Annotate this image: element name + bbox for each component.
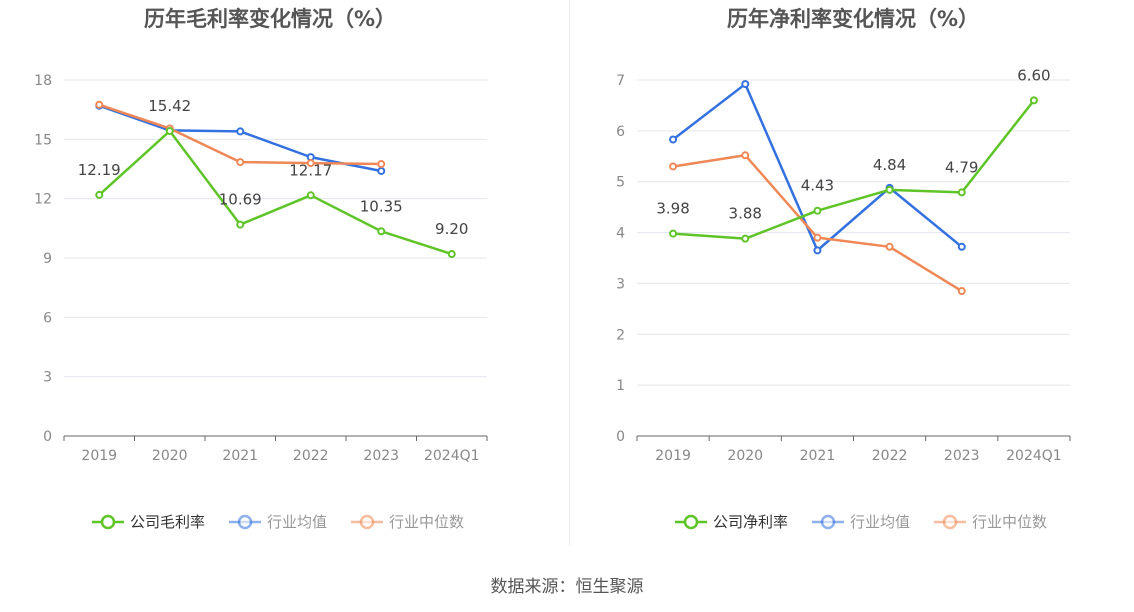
y-tick-label: 1 <box>616 378 625 394</box>
data-point-industry_median[interactable] <box>669 162 678 171</box>
data-label: 3.98 <box>656 200 689 218</box>
data-label: 4.43 <box>801 177 834 195</box>
data-point-company[interactable] <box>165 127 174 136</box>
legend-marker-company[interactable] <box>100 514 116 530</box>
data-point-industry_median[interactable] <box>957 287 966 296</box>
data-label: 4.79 <box>945 158 978 176</box>
legend-label-company[interactable]: 公司净利率 <box>713 513 788 531</box>
data-point-company[interactable] <box>447 250 456 259</box>
data-point-industry_median[interactable] <box>95 100 104 109</box>
data-point-industry_median[interactable] <box>813 233 822 242</box>
data-point-industry_avg[interactable] <box>813 246 822 255</box>
x-tick-label: 2019 <box>655 448 691 464</box>
data-point-industry_avg[interactable] <box>377 166 386 175</box>
data-label: 4.84 <box>873 156 906 174</box>
series-line-industry_median <box>672 154 963 293</box>
x-tick-label: 2021 <box>222 448 258 464</box>
data-point-industry_avg[interactable] <box>957 242 966 251</box>
data-label: 3.88 <box>729 205 762 223</box>
legend-marker-industry_avg[interactable] <box>237 514 253 530</box>
data-point-company[interactable] <box>885 185 894 194</box>
legend-label-industry_median[interactable]: 行业中位数 <box>972 513 1047 531</box>
legend-label-industry_median[interactable]: 行业中位数 <box>389 513 464 531</box>
y-tick-label: 4 <box>616 226 625 242</box>
legend-marker-industry_median[interactable] <box>359 514 375 530</box>
legend-marker-industry_median[interactable] <box>942 514 958 530</box>
y-tick-label: 2 <box>616 327 625 343</box>
legend-label-industry_avg[interactable]: 行业均值 <box>850 513 910 531</box>
y-tick-label: 18 <box>34 73 52 89</box>
data-label: 12.17 <box>289 161 332 179</box>
data-point-industry_median[interactable] <box>306 159 315 168</box>
legend-marker-company[interactable] <box>683 514 699 530</box>
y-tick-label: 3 <box>43 370 52 386</box>
y-tick-label: 15 <box>34 132 52 148</box>
data-point-industry_avg[interactable] <box>741 80 750 89</box>
x-tick-label: 2024Q1 <box>1006 448 1062 464</box>
data-point-industry_median[interactable] <box>885 242 894 251</box>
data-point-company[interactable] <box>1029 96 1038 105</box>
data-point-industry_avg[interactable] <box>669 135 678 144</box>
legend-label-company[interactable]: 公司毛利率 <box>130 513 205 531</box>
y-tick-label: 6 <box>43 310 52 326</box>
chart-title: 历年净利率变化情况（%） <box>727 7 979 31</box>
series-line-industry_avg <box>672 82 963 252</box>
legend-marker-industry_avg[interactable] <box>820 514 836 530</box>
legend-label-industry_avg[interactable]: 行业均值 <box>267 513 327 531</box>
data-point-company[interactable] <box>669 229 678 238</box>
x-tick-label: 2023 <box>363 448 399 464</box>
data-point-industry_median[interactable] <box>236 158 245 167</box>
data-point-company[interactable] <box>741 234 750 243</box>
data-label: 12.19 <box>78 161 121 179</box>
y-tick-label: 5 <box>616 175 625 191</box>
data-label: 10.35 <box>360 197 403 215</box>
data-label: 10.69 <box>219 191 262 209</box>
data-point-company[interactable] <box>813 206 822 215</box>
data-label: 15.42 <box>148 97 191 115</box>
chart-title: 历年毛利率变化情况（%） <box>144 7 396 31</box>
series-line-company <box>98 129 453 256</box>
x-tick-label: 2023 <box>944 448 980 464</box>
y-tick-label: 3 <box>616 276 625 292</box>
x-tick-label: 2022 <box>293 448 329 464</box>
panel-divider <box>569 0 570 545</box>
series-line-company <box>672 99 1035 240</box>
y-tick-label: 6 <box>616 124 625 140</box>
data-label: 9.20 <box>435 220 468 238</box>
data-label: 6.60 <box>1017 66 1050 84</box>
x-tick-label: 2024Q1 <box>424 448 480 464</box>
y-tick-label: 12 <box>34 192 52 208</box>
x-tick-label: 2022 <box>872 448 908 464</box>
data-point-industry_avg[interactable] <box>236 127 245 136</box>
x-tick-label: 2021 <box>800 448 836 464</box>
data-source-note: 数据来源：恒生聚源 <box>490 577 644 597</box>
y-tick-label: 7 <box>616 73 625 89</box>
data-point-industry_median[interactable] <box>741 151 750 160</box>
data-point-company[interactable] <box>306 191 315 200</box>
data-point-company[interactable] <box>957 188 966 197</box>
y-tick-label: 0 <box>616 429 625 445</box>
data-point-company[interactable] <box>236 220 245 229</box>
data-point-industry_median[interactable] <box>377 160 386 169</box>
data-point-company[interactable] <box>377 227 386 236</box>
y-tick-label: 0 <box>43 429 52 445</box>
x-tick-label: 2020 <box>152 448 188 464</box>
x-tick-label: 2019 <box>81 448 117 464</box>
y-tick-label: 9 <box>43 251 52 267</box>
data-point-company[interactable] <box>95 190 104 199</box>
x-tick-label: 2020 <box>727 448 763 464</box>
